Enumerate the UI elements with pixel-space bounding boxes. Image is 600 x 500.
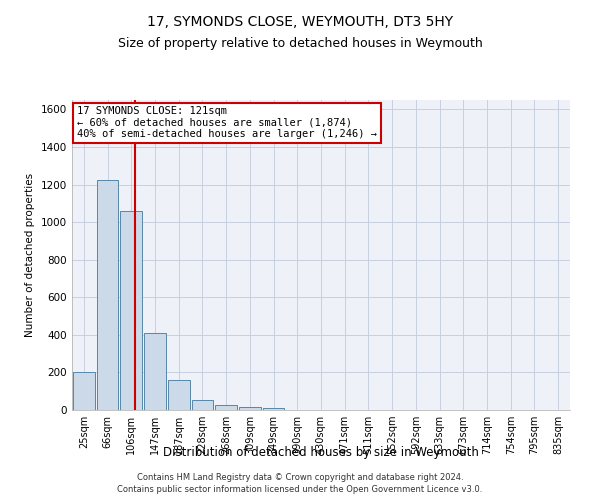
Bar — [121, 211, 142, 410]
Y-axis label: Number of detached properties: Number of detached properties — [25, 173, 35, 337]
Text: Contains HM Land Registry data © Crown copyright and database right 2024.: Contains HM Land Registry data © Crown c… — [137, 473, 463, 482]
Text: Size of property relative to detached houses in Weymouth: Size of property relative to detached ho… — [118, 38, 482, 51]
Bar — [215, 406, 237, 410]
Text: 17 SYMONDS CLOSE: 121sqm
← 60% of detached houses are smaller (1,874)
40% of sem: 17 SYMONDS CLOSE: 121sqm ← 60% of detach… — [77, 106, 377, 140]
Text: 17, SYMONDS CLOSE, WEYMOUTH, DT3 5HY: 17, SYMONDS CLOSE, WEYMOUTH, DT3 5HY — [147, 15, 453, 29]
Bar — [263, 408, 284, 410]
Text: Distribution of detached houses by size in Weymouth: Distribution of detached houses by size … — [163, 446, 479, 459]
Bar — [144, 333, 166, 410]
Text: Contains public sector information licensed under the Open Government Licence v3: Contains public sector information licen… — [118, 484, 482, 494]
Bar — [168, 380, 190, 410]
Bar — [97, 180, 118, 410]
Bar — [239, 407, 261, 410]
Bar — [73, 372, 95, 410]
Bar — [191, 400, 214, 410]
